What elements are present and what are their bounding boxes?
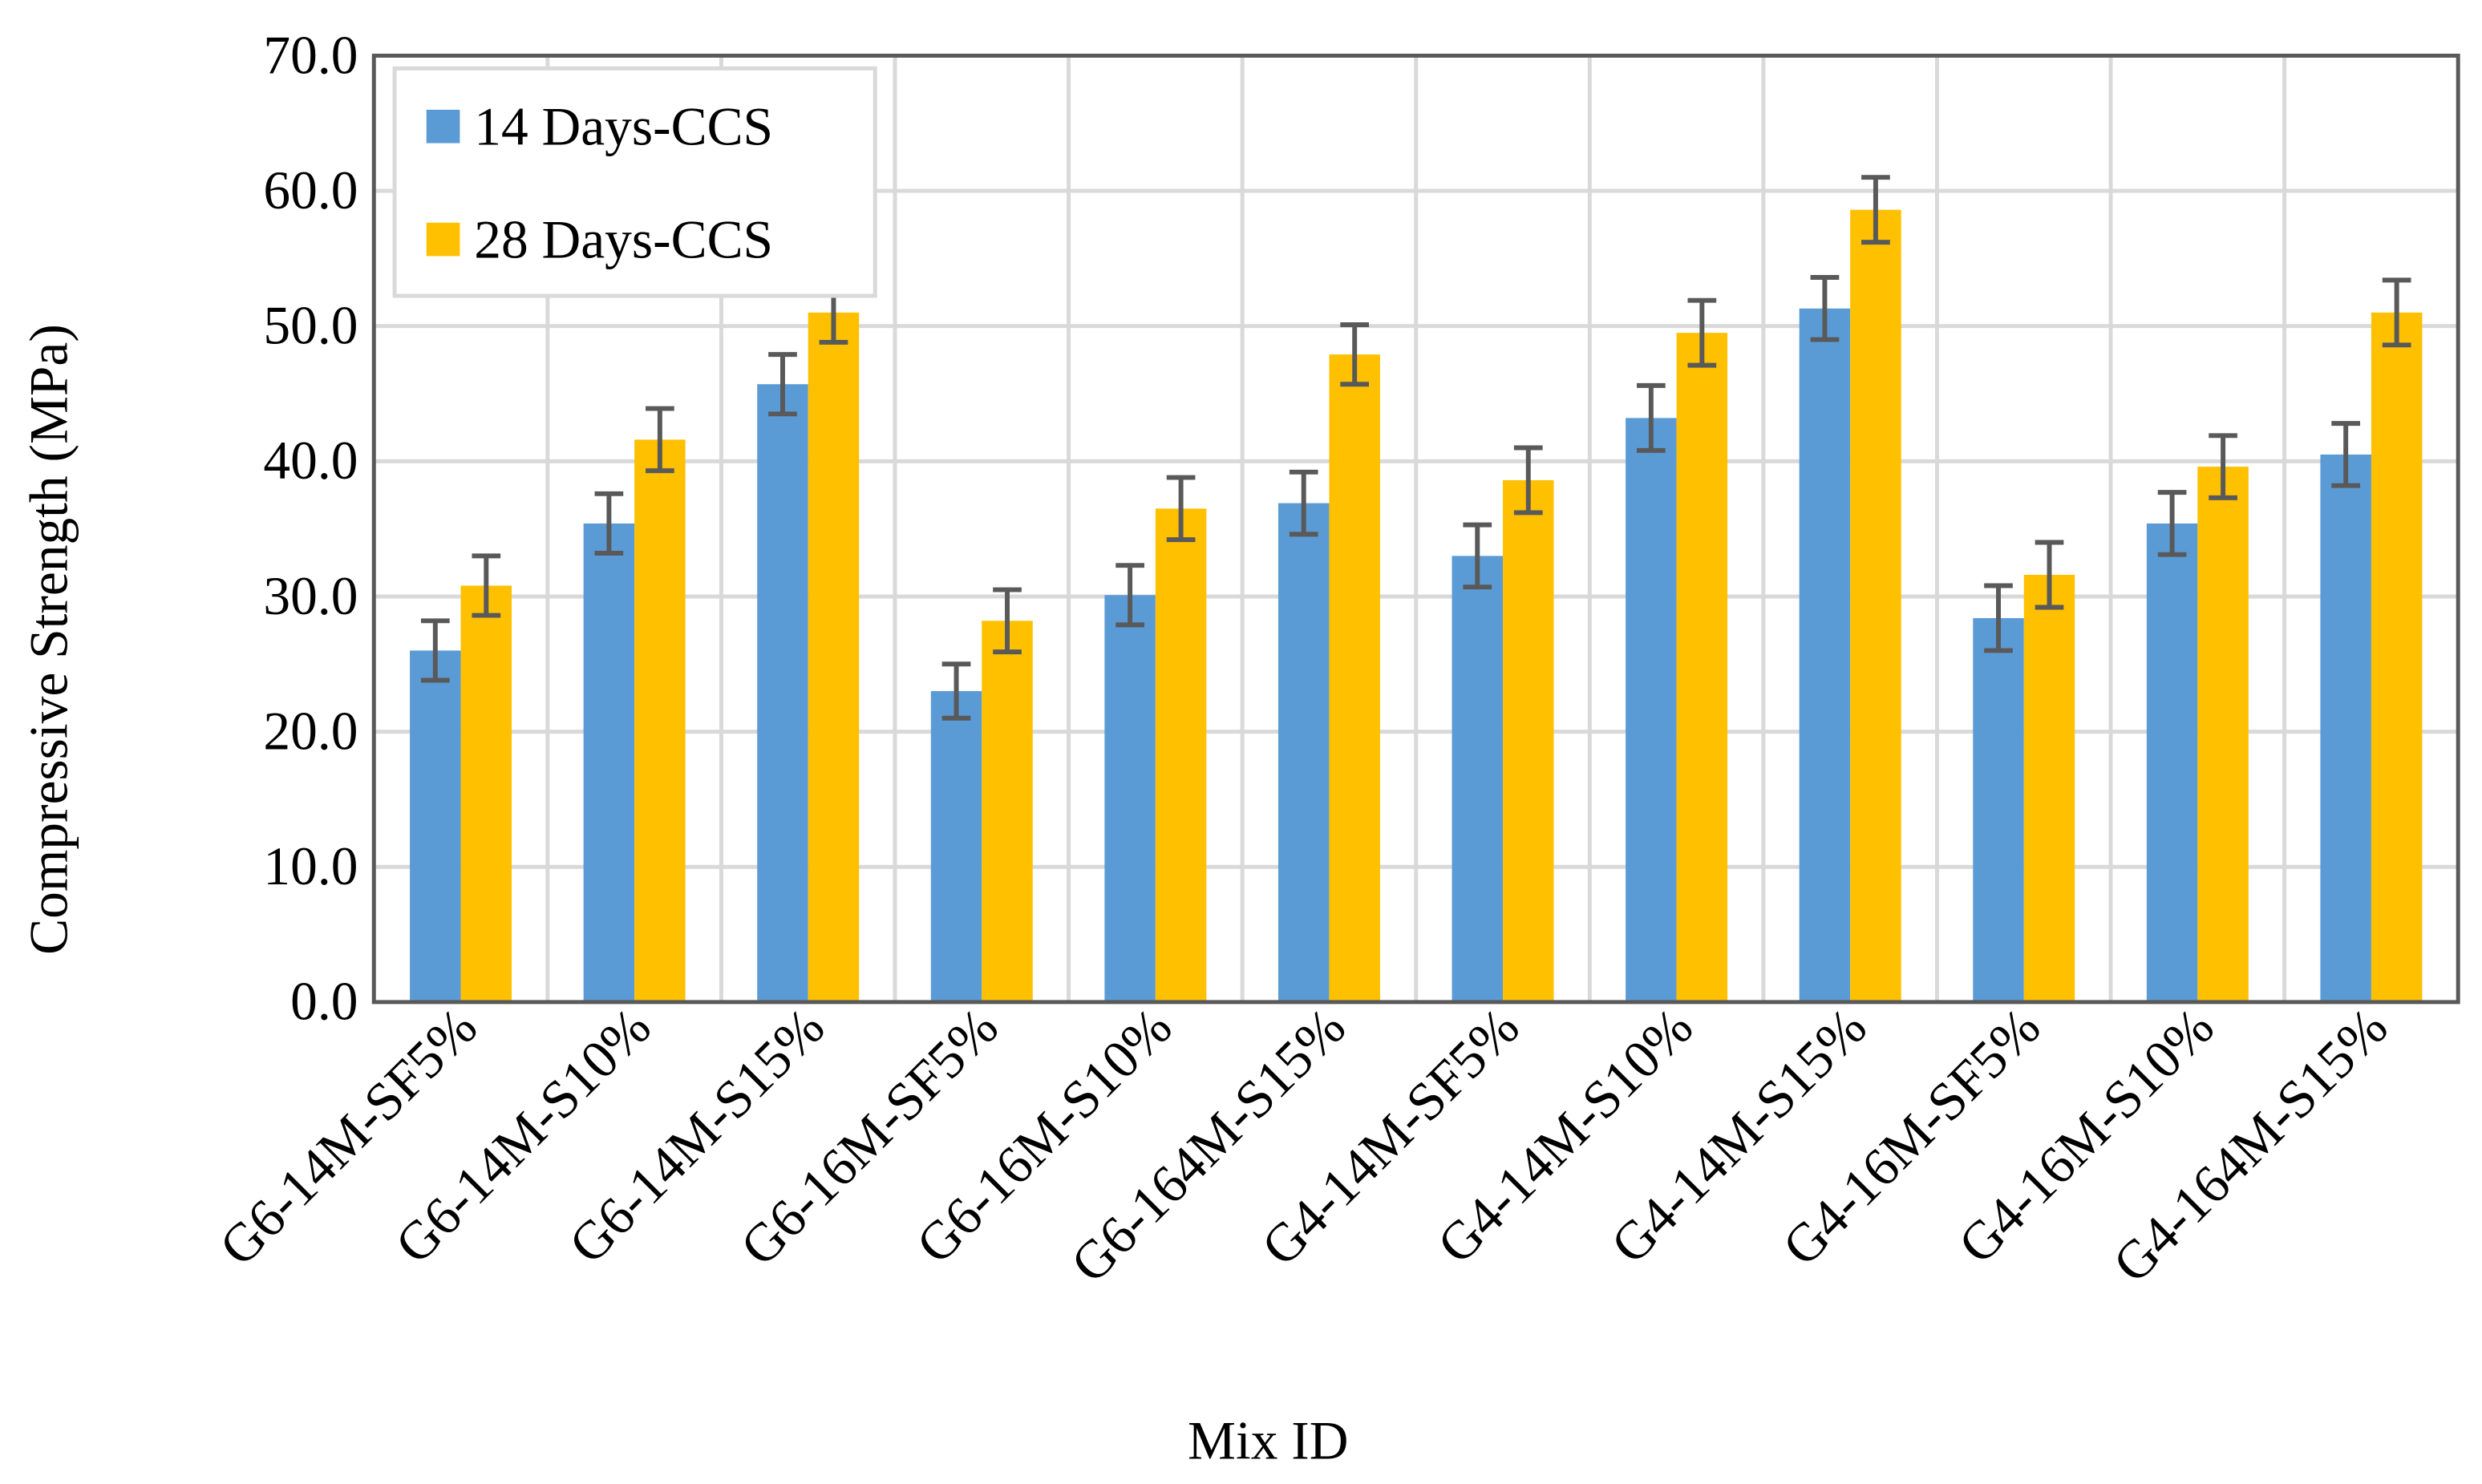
bar-14-days xyxy=(1799,308,1851,1002)
error-bar xyxy=(993,587,1022,655)
error-bar xyxy=(1637,382,1666,453)
error-bar xyxy=(1984,583,2013,653)
bar-28-days xyxy=(1676,333,1728,1002)
bar-28-days xyxy=(2371,312,2423,1002)
plot-frame xyxy=(371,53,2460,1005)
y-tick-label: 60.0 xyxy=(263,160,358,220)
bar-14-days xyxy=(1626,418,1677,1002)
bar-28-days xyxy=(982,621,1033,1002)
legend-box xyxy=(392,66,877,298)
error-bar xyxy=(1687,297,1717,368)
x-axis-ticks: G6-14M-SF5%G6-14M-S10%G6-14M-S15%G6-16M-… xyxy=(208,997,2399,1294)
error-bar xyxy=(1513,445,1543,516)
y-tick-label: 70.0 xyxy=(263,25,358,85)
error-bar xyxy=(1810,275,1840,342)
bar-14-days xyxy=(1104,595,1156,1002)
error-bar xyxy=(472,553,501,618)
bar-28-days xyxy=(634,439,686,1002)
bar-28-days xyxy=(1850,209,1901,1002)
bar-14-days xyxy=(410,650,461,1002)
error-bar xyxy=(768,352,797,417)
bar-28-days xyxy=(2197,467,2249,1002)
y-tick-label: 50.0 xyxy=(263,296,358,356)
bar-14-days xyxy=(1452,556,1504,1002)
legend-swatch-14-days xyxy=(426,109,460,144)
bar-28-days xyxy=(1329,354,1380,1002)
error-bar xyxy=(594,491,624,556)
y-tick-label: 40.0 xyxy=(263,431,358,491)
error-bar xyxy=(1166,475,1196,543)
bar-28-days xyxy=(2023,574,2075,1002)
bar-14-days xyxy=(930,691,982,1002)
bars xyxy=(410,209,2423,1002)
legend-label-28-days: 28 Days-CCS xyxy=(474,209,773,269)
error-bars xyxy=(420,175,2411,721)
legend: 14 Days-CCS 28 Days-CCS xyxy=(392,66,877,298)
error-bar xyxy=(941,661,971,721)
legend-label-14-days: 14 Days-CCS xyxy=(474,97,773,157)
error-bar xyxy=(2157,490,2187,557)
error-bar xyxy=(420,618,450,683)
bar-14-days xyxy=(1277,503,1330,1002)
bar-14-days xyxy=(2146,523,2198,1002)
error-bar xyxy=(2382,277,2411,348)
y-axis-ticks: 0.0 10.0 20.0 30.0 40.0 50.0 60.0 70.0 xyxy=(263,25,358,1031)
bar-14-days xyxy=(583,523,635,1002)
y-tick-label: 20.0 xyxy=(263,701,358,761)
y-tick-label: 0.0 xyxy=(290,972,358,1032)
bar-28-days xyxy=(1155,508,1207,1002)
error-bar xyxy=(1289,469,1318,537)
error-bar xyxy=(1861,175,1890,245)
x-axis-label: Mix ID xyxy=(1188,1410,1348,1470)
error-bar xyxy=(1115,563,1144,628)
legend-swatch-28-days xyxy=(426,222,460,257)
bar-14-days xyxy=(1973,617,2024,1002)
error-bar xyxy=(1463,522,1492,590)
error-bar xyxy=(1340,322,1370,387)
bar-28-days xyxy=(808,312,860,1002)
y-tick-label: 30.0 xyxy=(263,566,358,626)
bar-14-days xyxy=(757,384,808,1002)
y-tick-label: 10.0 xyxy=(263,836,358,896)
error-bar xyxy=(2035,540,2064,610)
error-bar xyxy=(646,406,674,474)
error-bar xyxy=(2209,433,2237,500)
error-bar xyxy=(2331,421,2361,488)
bar-28-days xyxy=(1503,479,1554,1002)
bar-14-days xyxy=(2320,454,2371,1002)
bar-28-days xyxy=(460,585,512,1002)
y-axis-label: Compressive Strength (MPa) xyxy=(18,324,79,955)
